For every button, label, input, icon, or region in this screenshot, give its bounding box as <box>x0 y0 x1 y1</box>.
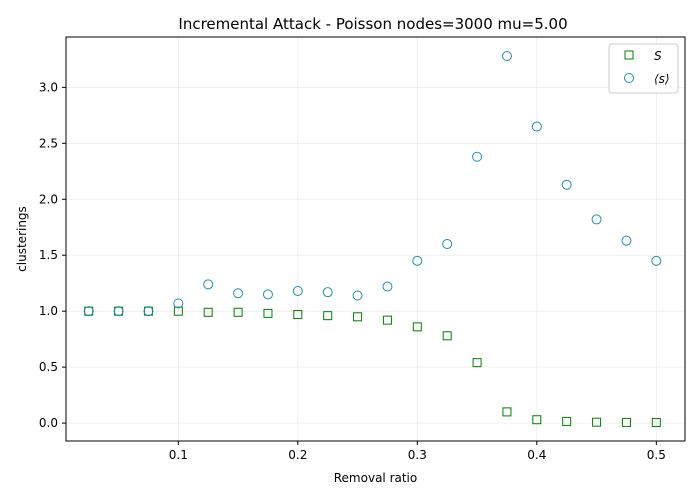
x-tick-label: 0.4 <box>527 448 546 462</box>
data-point-s <box>442 331 452 341</box>
data-point-s <box>651 418 661 428</box>
y-tick-label: 1.0 <box>39 304 58 318</box>
data-point-s <box>472 358 482 368</box>
x-axis-ticks: 0.1 0.2 0.3 0.4 0.5 <box>169 441 666 462</box>
data-point-mean-s <box>561 179 572 190</box>
data-point-s <box>203 307 213 317</box>
legend-marker-mean-s <box>624 73 634 83</box>
y-tick-label: 2.0 <box>39 192 58 206</box>
x-tick-label: 0.3 <box>408 448 427 462</box>
y-tick-label: 0.0 <box>39 416 58 430</box>
data-point-mean-s <box>651 255 662 266</box>
plot-area-frame <box>65 36 686 442</box>
data-point-s <box>592 417 602 427</box>
y-tick-label: 1.5 <box>39 248 58 262</box>
data-point-s <box>382 315 392 325</box>
data-point-mean-s <box>322 287 333 298</box>
data-point-mean-s <box>233 288 244 299</box>
x-axis-label: Removal ratio <box>334 471 417 485</box>
data-point-mean-s <box>621 235 632 246</box>
data-point-s <box>323 311 333 321</box>
grid <box>66 37 685 441</box>
data-point-mean-s <box>442 239 453 250</box>
legend-label-s: S <box>654 49 662 63</box>
data-point-s <box>621 417 631 427</box>
data-point-mean-s <box>382 281 393 292</box>
data-point-mean-s <box>143 306 154 317</box>
x-tick-label: 0.1 <box>169 448 188 462</box>
data-point-s <box>233 307 243 317</box>
data-point-s <box>562 416 572 426</box>
y-axis-ticks: 0.0 0.5 1.0 1.5 2.0 2.5 3.0 <box>39 80 66 430</box>
data-point-mean-s <box>352 290 363 301</box>
data-point-mean-s <box>203 279 214 290</box>
data-point-mean-s <box>292 286 303 297</box>
data-point-s <box>173 306 183 316</box>
data-point-mean-s <box>83 306 94 317</box>
data-point-s <box>412 322 422 332</box>
y-tick-label: 0.5 <box>39 360 58 374</box>
y-tick-label: 2.5 <box>39 136 58 150</box>
data-point-s <box>502 407 512 417</box>
y-axis-label: clusterings <box>15 206 29 272</box>
data-point-s <box>353 312 363 322</box>
data-points <box>83 51 662 428</box>
data-point-mean-s <box>531 121 542 132</box>
data-point-mean-s <box>262 289 273 300</box>
data-point-mean-s <box>412 255 423 266</box>
x-tick-label: 0.2 <box>288 448 307 462</box>
legend-box <box>608 43 679 94</box>
legend-label-mean-s: ⟨s⟩ <box>654 72 670 86</box>
y-tick-label: 3.0 <box>39 80 58 94</box>
chart-title: Incremental Attack - Poisson nodes=3000 … <box>178 15 567 33</box>
data-point-mean-s <box>113 306 124 317</box>
data-point-mean-s <box>173 298 184 309</box>
data-point-s <box>263 308 273 318</box>
legend-marker-s <box>624 50 634 60</box>
data-point-mean-s <box>591 214 602 225</box>
data-point-mean-s <box>472 151 483 162</box>
x-tick-label: 0.5 <box>647 448 666 462</box>
data-point-s <box>532 415 542 425</box>
data-point-s <box>293 310 303 320</box>
data-point-mean-s <box>501 51 512 62</box>
legend: S ⟨s⟩ <box>608 43 679 94</box>
